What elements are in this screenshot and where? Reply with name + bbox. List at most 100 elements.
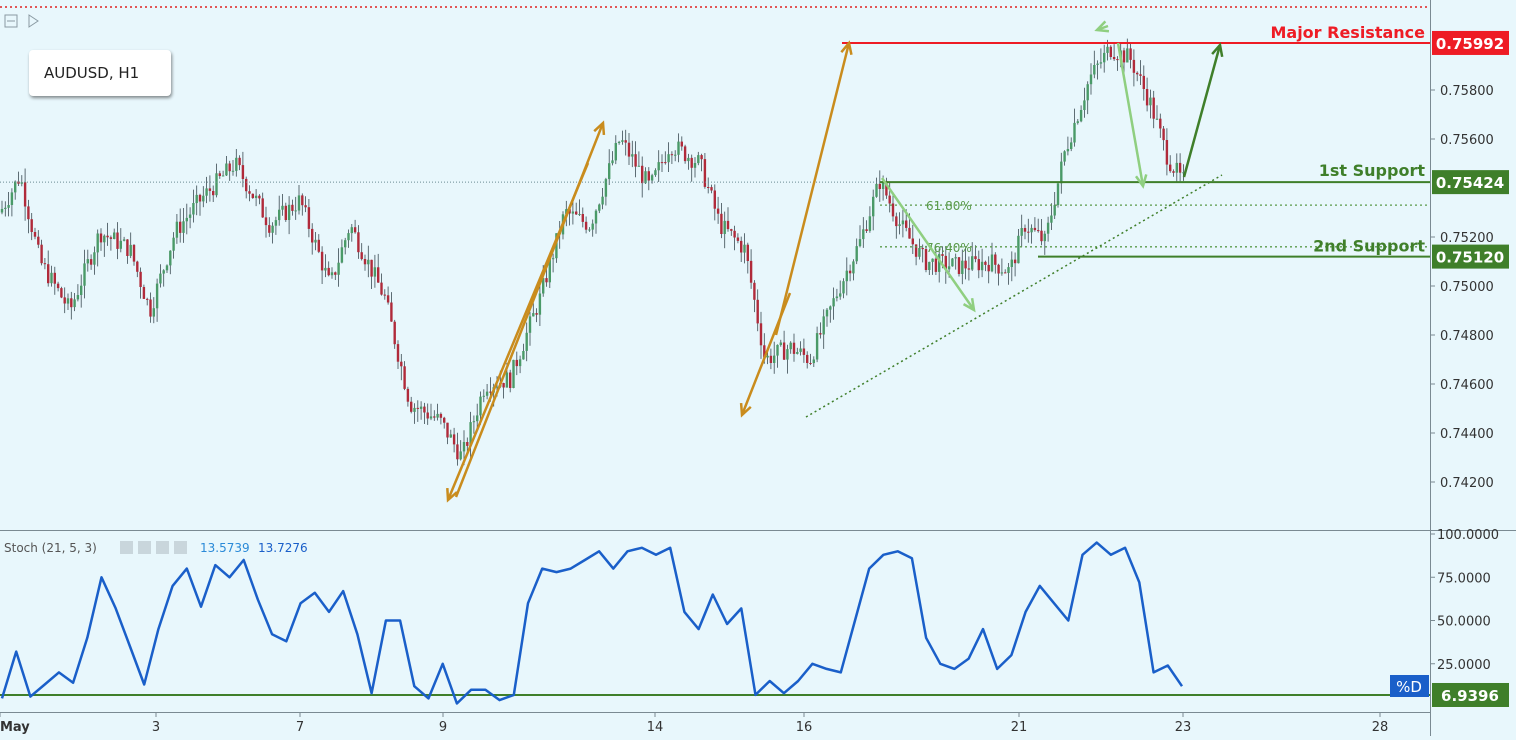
candle-body xyxy=(1178,162,1182,173)
candle-body xyxy=(307,207,311,229)
brown-down-arrow-2-head xyxy=(739,402,752,418)
collapse-pane-icon[interactable] xyxy=(4,14,18,28)
candle-body xyxy=(872,196,875,217)
candle-body xyxy=(1142,75,1145,89)
candle-body xyxy=(1122,50,1126,63)
candle-body xyxy=(947,266,951,270)
candle-body xyxy=(294,210,297,212)
candle-body xyxy=(733,230,736,238)
candle-body xyxy=(393,321,396,345)
stoch-close-icon[interactable] xyxy=(174,541,187,554)
price-tick-label: 0.74600 xyxy=(1440,378,1494,393)
candle-body xyxy=(697,155,700,164)
candle-body xyxy=(179,221,182,233)
candle-body xyxy=(954,257,957,259)
candle-body xyxy=(994,254,997,265)
candle-body xyxy=(1013,259,1017,264)
candle-body xyxy=(1182,172,1185,174)
stoch-eye-icon[interactable] xyxy=(120,541,133,554)
brown-down-arrow-1 xyxy=(446,162,590,501)
candle-body xyxy=(621,140,624,142)
candle-body xyxy=(436,413,439,418)
candle-body xyxy=(456,444,459,460)
candle-body xyxy=(116,232,119,249)
first-support-label: 1st Support xyxy=(1319,161,1426,180)
candle-body xyxy=(555,233,558,259)
candle-body xyxy=(984,261,987,265)
candle-body xyxy=(1056,183,1060,206)
candle-body xyxy=(416,407,419,409)
candle-body xyxy=(660,162,664,164)
candle-body xyxy=(221,175,225,177)
price-tick-label: 0.75800 xyxy=(1440,84,1494,99)
time-tick-label: 3 xyxy=(152,720,160,735)
candle-body xyxy=(1169,164,1172,172)
candle-body xyxy=(551,258,555,260)
candle-body xyxy=(700,155,703,160)
candle-body xyxy=(0,209,4,213)
candle-body xyxy=(129,244,132,256)
hide-arrow-icon[interactable] xyxy=(26,14,40,28)
candle-body xyxy=(782,342,786,360)
candle-body xyxy=(419,406,423,409)
first-support-badge xyxy=(1432,170,1509,195)
candle-body xyxy=(1007,267,1010,273)
candle-body xyxy=(944,255,947,270)
candle-body xyxy=(192,203,195,215)
candle-body xyxy=(657,162,660,171)
candle-body xyxy=(476,415,479,422)
candle-body xyxy=(248,191,251,194)
fib-618-label: 61.80% xyxy=(926,199,972,213)
candle-body xyxy=(878,183,881,189)
candle-body xyxy=(175,221,179,238)
candle-body xyxy=(1073,122,1076,143)
candle-body xyxy=(80,285,83,295)
candle-body xyxy=(1027,231,1030,233)
candle-body xyxy=(142,287,146,299)
brown-down-arrow-1-head xyxy=(446,487,458,503)
candle-body xyxy=(278,209,281,221)
candle-body xyxy=(413,407,416,412)
stoch-add-icon[interactable] xyxy=(156,541,169,554)
candle-body xyxy=(83,263,86,286)
candle-body xyxy=(396,344,400,362)
stoch-layer xyxy=(0,541,1430,705)
candle-body xyxy=(60,288,63,298)
candle-body xyxy=(43,263,47,265)
candle-body xyxy=(188,214,192,218)
candle-body xyxy=(730,229,733,231)
candle-body xyxy=(855,246,858,262)
candle-body xyxy=(505,372,509,388)
candle-body xyxy=(542,278,545,294)
candle-body xyxy=(740,240,743,253)
fib-786-label: 76.40% xyxy=(926,241,972,255)
candle-body xyxy=(571,211,575,214)
candle-body xyxy=(875,183,878,197)
candle-body xyxy=(449,434,452,438)
candle-body xyxy=(1106,46,1109,53)
candle-body xyxy=(1030,227,1033,233)
candle-body xyxy=(825,309,829,317)
candle-body xyxy=(155,283,159,309)
candle-body xyxy=(707,187,710,188)
candle-body xyxy=(403,366,406,389)
candle-body xyxy=(152,308,155,317)
candle-body xyxy=(1145,89,1149,106)
candle-body xyxy=(386,295,390,303)
candle-body xyxy=(1155,118,1159,120)
candle-body xyxy=(1010,259,1013,267)
candle-body xyxy=(611,160,614,164)
candle-body xyxy=(921,248,924,250)
stoch-settings-icon[interactable] xyxy=(138,541,151,554)
candle-body xyxy=(162,270,165,274)
stoch-tick-label: 25.0000 xyxy=(1437,658,1491,673)
candle-body xyxy=(918,248,921,257)
candle-body xyxy=(914,244,918,257)
candle-body xyxy=(898,224,901,226)
candle-body xyxy=(839,293,842,297)
candle-body xyxy=(581,214,584,222)
candle-body xyxy=(862,229,865,240)
candle-body xyxy=(327,267,330,276)
candle-body xyxy=(70,298,73,308)
